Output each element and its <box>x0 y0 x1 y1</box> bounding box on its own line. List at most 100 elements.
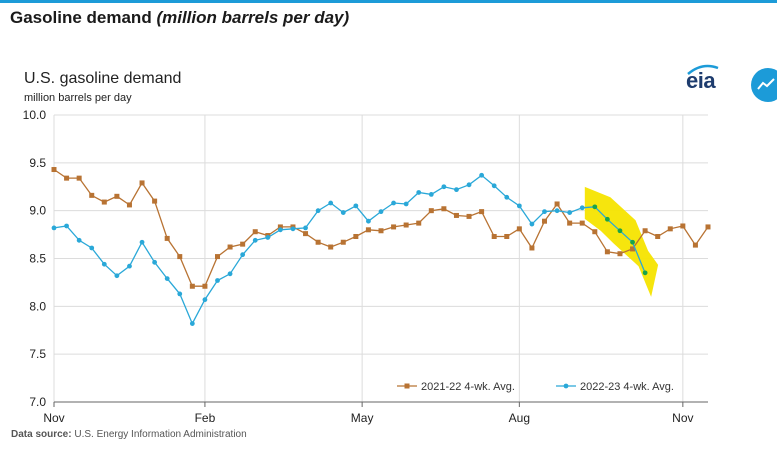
series-2022-23-point <box>114 273 120 279</box>
series-2021-22-point <box>202 283 208 289</box>
series-2022-23-point <box>542 209 547 215</box>
series-2021-22-point <box>215 254 220 260</box>
series-2021-22-point <box>64 175 70 181</box>
series-2022-23-point <box>265 235 271 240</box>
chart-legend: 2021-22 4-wk. Avg. 2022-23 4-wk. Avg. <box>397 381 674 393</box>
line-chart-icon-glyph <box>757 78 775 90</box>
series-2022-23-point <box>617 228 623 234</box>
series-2021-22-point <box>227 244 233 250</box>
series-2022-23-point <box>340 210 346 215</box>
top-accent-rule <box>0 0 777 3</box>
series-2021-22-point <box>328 244 334 250</box>
series-2022-23-point <box>466 182 472 188</box>
series-2022-23-point <box>277 227 283 233</box>
series-2021-22-point <box>76 175 82 181</box>
series-2022-23-point <box>202 297 208 303</box>
series-2021-22-point <box>542 218 547 224</box>
series-2021-22-point <box>491 233 497 239</box>
series-2021-22-point <box>441 206 447 212</box>
series-2021-22-point <box>365 227 371 233</box>
y-tick-label: 7.0 <box>29 395 46 409</box>
series-2021-22-point <box>139 180 145 186</box>
x-tick-label: Aug <box>509 411 530 425</box>
series-2022-23-line <box>53 174 646 326</box>
series-2022-23-point <box>127 263 132 269</box>
series-2022-23-point <box>491 183 497 189</box>
page-title-main: Gasoline demand <box>10 8 152 27</box>
series-2022-23-point <box>64 223 69 229</box>
chart-axes: 10.0 9.5 9.0 8.5 8.0 7.5 7.0 Nov Feb May Aug Nov <box>23 108 708 425</box>
series-2021-22-point <box>340 239 346 245</box>
series-2022-23-point <box>504 194 510 200</box>
series-2021-22-point <box>378 228 384 234</box>
line-chart-icon[interactable] <box>751 68 777 102</box>
series-2022-23-point <box>290 226 296 232</box>
series-2021-22-point <box>466 213 472 219</box>
series-2022-23-point <box>579 205 585 211</box>
series-2022-23-point <box>177 291 183 297</box>
series-2022-23-point <box>215 278 220 283</box>
series-2022-23-point <box>378 209 384 215</box>
series-2021-22-point <box>303 231 309 237</box>
series-2021-22-point <box>126 202 132 208</box>
series-2022-23-point <box>89 245 95 251</box>
chart-highlight <box>584 186 659 297</box>
series-2021-22-point <box>504 233 510 239</box>
series-2022-23-point <box>604 216 610 222</box>
series-2021-22-point <box>391 224 397 230</box>
legend-2022-23-label: 2022-23 4-wk. Avg. <box>580 381 674 393</box>
y-tick-label: 8.0 <box>29 299 46 313</box>
series-2022-23-point <box>303 225 308 231</box>
page-title: Gasoline demand (million barrels per day… <box>10 8 349 28</box>
series-2022-23-point <box>315 208 321 214</box>
series-2021-22-point <box>152 198 158 204</box>
series-2021-22-point <box>642 228 648 234</box>
series-2022-23-point <box>454 187 459 193</box>
series-2021-22-point <box>89 192 95 198</box>
series-2021-22-point <box>667 226 673 232</box>
series-2022-23-point <box>366 218 371 224</box>
y-tick-label: 8.5 <box>29 252 46 266</box>
series-2022-23-point <box>403 201 409 207</box>
eia-logo-swoosh <box>687 64 719 75</box>
series-2021-22-point <box>617 251 623 257</box>
y-tick-label: 10.0 <box>23 108 47 122</box>
series-2022-23-point <box>227 271 233 277</box>
series-2021-22-point <box>428 208 434 214</box>
series-2021-22-point <box>592 229 598 235</box>
series-2022-23-point <box>554 208 560 214</box>
series-2022-23-point <box>529 221 535 227</box>
series-2021-22-point <box>692 242 698 248</box>
legend-2021-22-swatch-marker <box>404 383 410 389</box>
series-2021-22-point <box>567 220 573 226</box>
series-2021-22-point <box>101 199 107 205</box>
series-2022-23-point <box>240 252 246 258</box>
legend-2022-23-swatch-marker <box>563 383 569 389</box>
series-2021-22-point <box>416 220 422 226</box>
series-2021-22-point <box>479 209 485 215</box>
x-tick-label: Nov <box>43 411 64 425</box>
eia-logo-icon: eia <box>686 68 716 93</box>
x-tick-label: May <box>351 411 374 425</box>
series-2021-22-point <box>680 223 686 229</box>
series-2022-23-point <box>76 237 82 243</box>
x-tick-label: Nov <box>672 411 693 425</box>
series-2021-22-point <box>579 220 585 226</box>
series-2021-22-point <box>655 233 661 239</box>
y-tick-label: 7.5 <box>29 347 46 361</box>
chart-title: U.S. gasoline demand <box>24 70 182 87</box>
y-tick-label: 9.0 <box>29 204 46 218</box>
series-2022-23-point <box>592 204 598 210</box>
legend-2021-22-label: 2021-22 4-wk. Avg. <box>421 381 515 393</box>
series-2021-22-point <box>240 241 246 247</box>
series-2022-23-point <box>152 259 158 265</box>
series-2021-22-point <box>604 249 610 255</box>
page-title-units: (million barrels per day) <box>156 8 350 27</box>
series-2021-22-point <box>177 254 183 260</box>
x-tick-label: Feb <box>195 411 216 425</box>
series-2022-23-point <box>139 239 145 245</box>
series-2022-23-point <box>516 203 522 209</box>
data-source-text: U.S. Energy Information Administration <box>74 429 247 440</box>
series-2021-22-point <box>554 201 560 207</box>
series-2022-23-point <box>328 200 334 206</box>
